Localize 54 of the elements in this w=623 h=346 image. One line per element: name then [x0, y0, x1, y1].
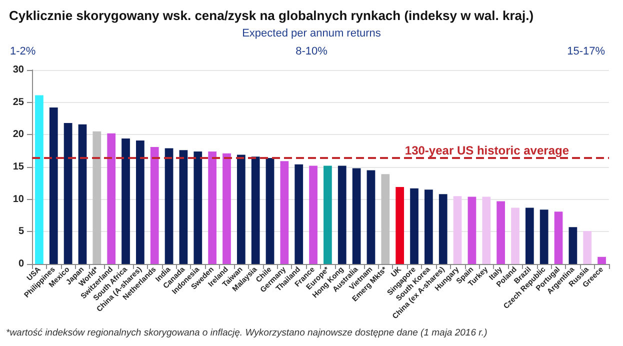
text: Expected per annum returns: [242, 28, 382, 40]
text: 15-17%: [567, 46, 606, 58]
bar: [222, 153, 231, 264]
bar: [294, 164, 304, 264]
bar: [568, 227, 578, 264]
bar: [64, 123, 72, 264]
bar: [309, 166, 318, 264]
bar: [179, 150, 188, 264]
bar: [136, 140, 144, 264]
bar: [482, 196, 491, 264]
ref-line-label: 130-year US historic average: [404, 143, 570, 158]
bar: [107, 133, 116, 264]
y-tick-label: 0: [18, 258, 24, 270]
bar: [366, 170, 376, 264]
bar: [598, 256, 606, 264]
y-tick-label: 20: [12, 129, 24, 140]
bar: [381, 174, 390, 264]
y-tick-label: 10: [12, 194, 24, 205]
bar: [92, 131, 102, 264]
bar: [511, 208, 520, 264]
bar: [164, 148, 174, 264]
bar: [194, 151, 202, 264]
chart-title: Cyklicznie skorygowany wsk. cena/zysk na globalnych rynkach (indeksy w wal. kraj.): [9, 8, 534, 23]
bar: [324, 166, 332, 264]
bar: [396, 187, 404, 264]
y-tick-label: 25: [12, 96, 24, 108]
text: 1-2%: [10, 46, 36, 58]
bar: [468, 196, 476, 264]
bar: [35, 95, 44, 264]
bar: [236, 154, 246, 264]
bar: [338, 166, 346, 264]
bar: [352, 168, 361, 264]
bar: [208, 151, 216, 264]
y-tick-label: 30: [12, 64, 24, 76]
bar: [122, 138, 130, 264]
y-tick-label: 5: [18, 226, 24, 238]
bar: [525, 208, 534, 264]
y-tick-label: 15: [12, 162, 24, 172]
text: *wartość indeksów regionalnych skorygowana o inflację. Wykorzystano najnowsze dostępne dane (1 maja 2016 r.): [6, 328, 488, 338]
bar: [150, 146, 159, 264]
bar: [78, 124, 87, 264]
bar: [540, 210, 548, 264]
bar: [410, 188, 418, 264]
bar: [554, 212, 563, 264]
bar: [266, 158, 274, 264]
bar: [453, 196, 462, 264]
bar: [49, 108, 58, 264]
bar: [583, 231, 592, 264]
bar: [438, 194, 448, 264]
bar: [496, 201, 505, 264]
bar: [280, 161, 289, 264]
text: 8-10%: [296, 46, 328, 58]
bar: [424, 190, 433, 264]
bar: [251, 156, 260, 264]
